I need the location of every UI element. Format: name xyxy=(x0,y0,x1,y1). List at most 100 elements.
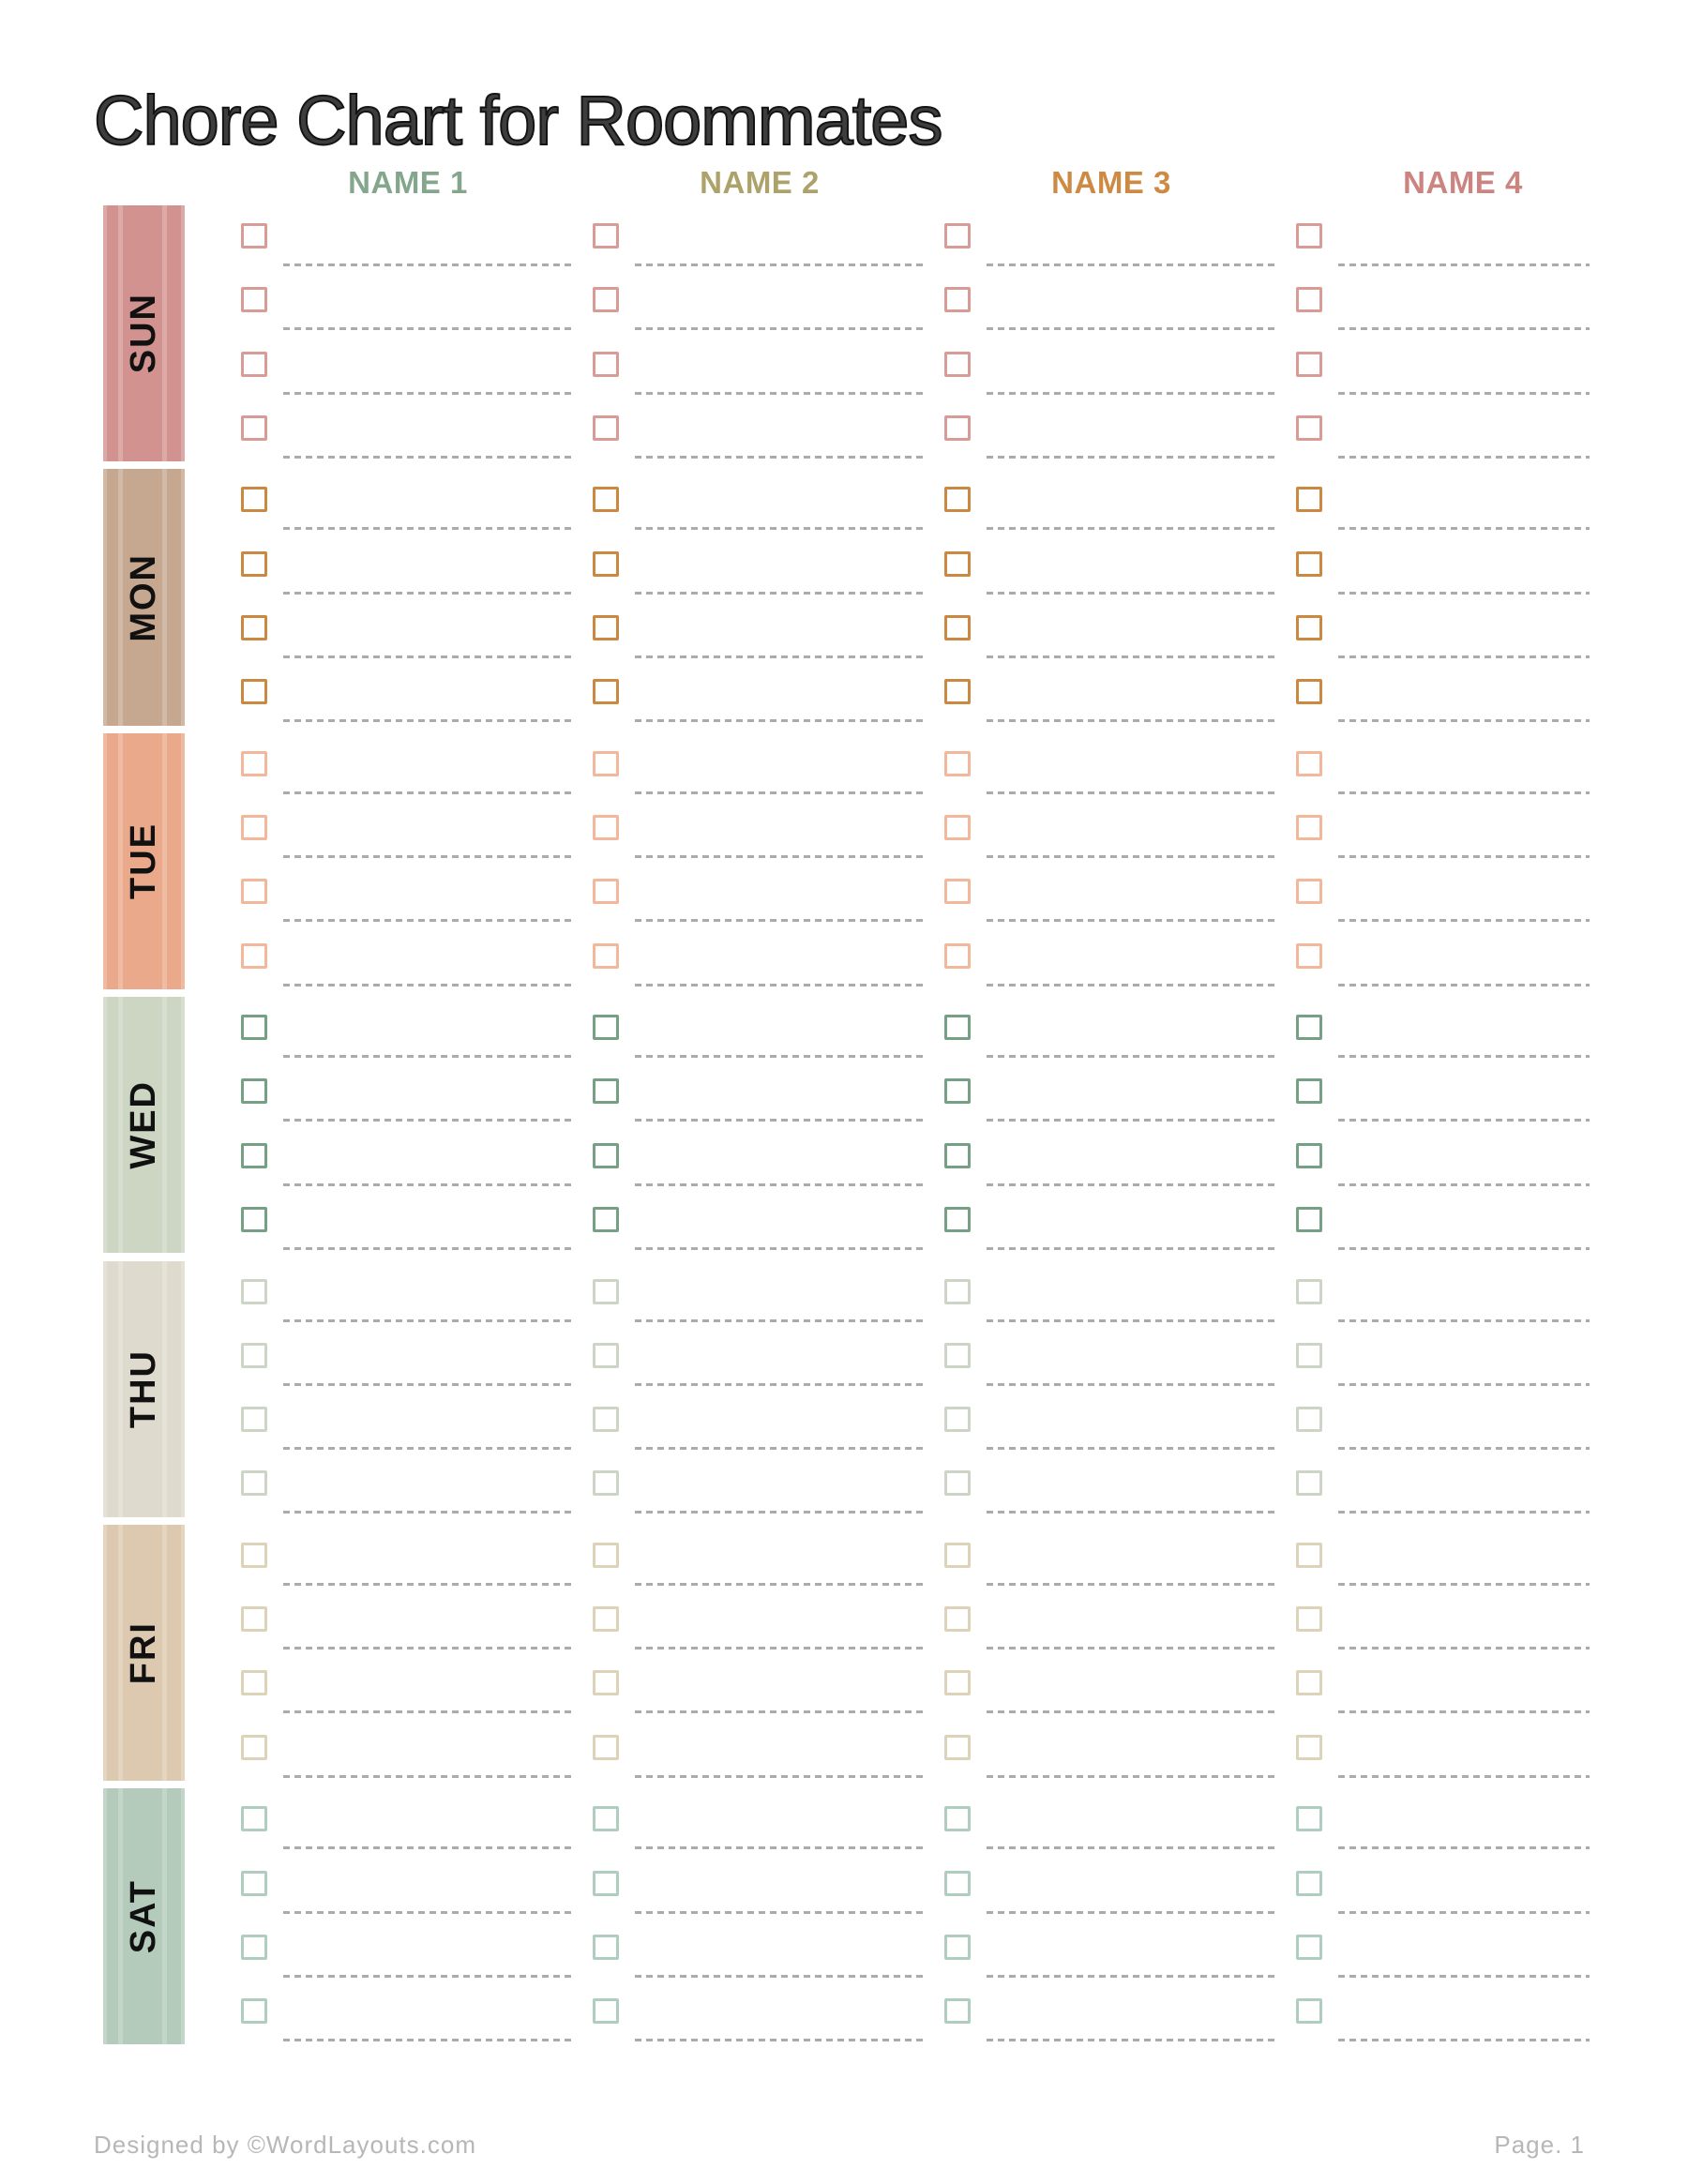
chore-task-line[interactable] xyxy=(1338,1447,1590,1451)
chore-task-line[interactable] xyxy=(283,1582,575,1586)
chore-checkbox[interactable] xyxy=(1296,1606,1322,1633)
chore-checkbox[interactable] xyxy=(1296,1670,1322,1696)
chore-task-line[interactable] xyxy=(283,791,575,794)
chore-checkbox[interactable] xyxy=(593,750,619,776)
chore-checkbox[interactable] xyxy=(241,1078,267,1105)
chore-checkbox[interactable] xyxy=(241,1670,267,1696)
chore-task-line[interactable] xyxy=(987,527,1278,531)
chore-task-line[interactable] xyxy=(1338,327,1590,331)
chore-checkbox[interactable] xyxy=(944,223,971,249)
chore-task-line[interactable] xyxy=(987,1910,1278,1914)
chore-checkbox[interactable] xyxy=(1296,1734,1322,1760)
chore-checkbox[interactable] xyxy=(1296,1342,1322,1368)
chore-task-line[interactable] xyxy=(283,1774,575,1778)
chore-task-line[interactable] xyxy=(1338,1582,1590,1586)
chore-checkbox[interactable] xyxy=(1296,1078,1322,1105)
chore-task-line[interactable] xyxy=(283,983,575,987)
chore-task-line[interactable] xyxy=(1338,1910,1590,1914)
chore-checkbox[interactable] xyxy=(241,1734,267,1760)
chore-checkbox[interactable] xyxy=(944,1542,971,1568)
chore-task-line[interactable] xyxy=(283,1055,575,1059)
chore-checkbox[interactable] xyxy=(593,1342,619,1368)
chore-task-line[interactable] xyxy=(283,1846,575,1850)
chore-checkbox[interactable] xyxy=(593,1015,619,1041)
chore-task-line[interactable] xyxy=(283,1447,575,1451)
chore-checkbox[interactable] xyxy=(241,223,267,249)
chore-checkbox[interactable] xyxy=(241,942,267,969)
chore-task-line[interactable] xyxy=(635,527,927,531)
chore-task-line[interactable] xyxy=(283,1910,575,1914)
chore-checkbox[interactable] xyxy=(593,815,619,841)
chore-task-line[interactable] xyxy=(283,527,575,531)
chore-task-line[interactable] xyxy=(987,919,1278,923)
chore-checkbox[interactable] xyxy=(241,1015,267,1041)
chore-task-line[interactable] xyxy=(1338,1318,1590,1322)
chore-task-line[interactable] xyxy=(283,2039,575,2042)
chore-checkbox[interactable] xyxy=(944,1142,971,1168)
chore-task-line[interactable] xyxy=(1338,1710,1590,1714)
chore-checkbox[interactable] xyxy=(593,1870,619,1896)
chore-task-line[interactable] xyxy=(987,1647,1278,1650)
chore-task-line[interactable] xyxy=(1338,983,1590,987)
chore-task-line[interactable] xyxy=(1338,1247,1590,1251)
chore-checkbox[interactable] xyxy=(241,1934,267,1960)
chore-task-line[interactable] xyxy=(635,1647,927,1650)
chore-checkbox[interactable] xyxy=(944,550,971,577)
chore-task-line[interactable] xyxy=(635,1910,927,1914)
chore-task-line[interactable] xyxy=(987,655,1278,658)
chore-task-line[interactable] xyxy=(987,1710,1278,1714)
chore-checkbox[interactable] xyxy=(1296,1998,1322,2025)
chore-checkbox[interactable] xyxy=(593,879,619,905)
chore-task-line[interactable] xyxy=(635,1318,927,1322)
chore-task-line[interactable] xyxy=(283,391,575,395)
chore-checkbox[interactable] xyxy=(944,679,971,705)
chore-task-line[interactable] xyxy=(1338,919,1590,923)
chore-task-line[interactable] xyxy=(283,1247,575,1251)
chore-checkbox[interactable] xyxy=(241,1998,267,2025)
chore-task-line[interactable] xyxy=(283,327,575,331)
chore-checkbox[interactable] xyxy=(1296,414,1322,441)
chore-checkbox[interactable] xyxy=(241,1207,267,1233)
chore-checkbox[interactable] xyxy=(1296,223,1322,249)
chore-checkbox[interactable] xyxy=(593,1078,619,1105)
chore-checkbox[interactable] xyxy=(944,1278,971,1304)
chore-checkbox[interactable] xyxy=(593,1998,619,2025)
chore-task-line[interactable] xyxy=(987,327,1278,331)
chore-task-line[interactable] xyxy=(283,1710,575,1714)
chore-task-line[interactable] xyxy=(1338,2039,1590,2042)
chore-task-line[interactable] xyxy=(635,591,927,595)
chore-checkbox[interactable] xyxy=(1296,614,1322,640)
chore-task-line[interactable] xyxy=(1338,655,1590,658)
chore-task-line[interactable] xyxy=(635,1247,927,1251)
chore-task-line[interactable] xyxy=(987,391,1278,395)
chore-task-line[interactable] xyxy=(987,1974,1278,1978)
chore-checkbox[interactable] xyxy=(944,815,971,841)
chore-task-line[interactable] xyxy=(635,1382,927,1386)
chore-task-line[interactable] xyxy=(635,2039,927,2042)
chore-checkbox[interactable] xyxy=(1296,879,1322,905)
chore-task-line[interactable] xyxy=(635,1582,927,1586)
chore-checkbox[interactable] xyxy=(241,1870,267,1896)
chore-task-line[interactable] xyxy=(987,455,1278,459)
chore-task-line[interactable] xyxy=(635,1182,927,1186)
chore-task-line[interactable] xyxy=(635,855,927,859)
chore-checkbox[interactable] xyxy=(241,1542,267,1568)
chore-task-line[interactable] xyxy=(987,719,1278,723)
chore-task-line[interactable] xyxy=(1338,1511,1590,1514)
chore-task-line[interactable] xyxy=(283,591,575,595)
chore-task-line[interactable] xyxy=(987,855,1278,859)
chore-task-line[interactable] xyxy=(1338,719,1590,723)
chore-checkbox[interactable] xyxy=(593,1142,619,1168)
chore-checkbox[interactable] xyxy=(241,879,267,905)
chore-checkbox[interactable] xyxy=(241,750,267,776)
chore-checkbox[interactable] xyxy=(593,614,619,640)
chore-checkbox[interactable] xyxy=(593,287,619,313)
chore-task-line[interactable] xyxy=(283,455,575,459)
chore-checkbox[interactable] xyxy=(1296,1470,1322,1497)
chore-checkbox[interactable] xyxy=(593,1670,619,1696)
chore-checkbox[interactable] xyxy=(1296,815,1322,841)
chore-checkbox[interactable] xyxy=(1296,487,1322,513)
chore-checkbox[interactable] xyxy=(1296,1278,1322,1304)
chore-task-line[interactable] xyxy=(635,327,927,331)
chore-task-line[interactable] xyxy=(635,391,927,395)
